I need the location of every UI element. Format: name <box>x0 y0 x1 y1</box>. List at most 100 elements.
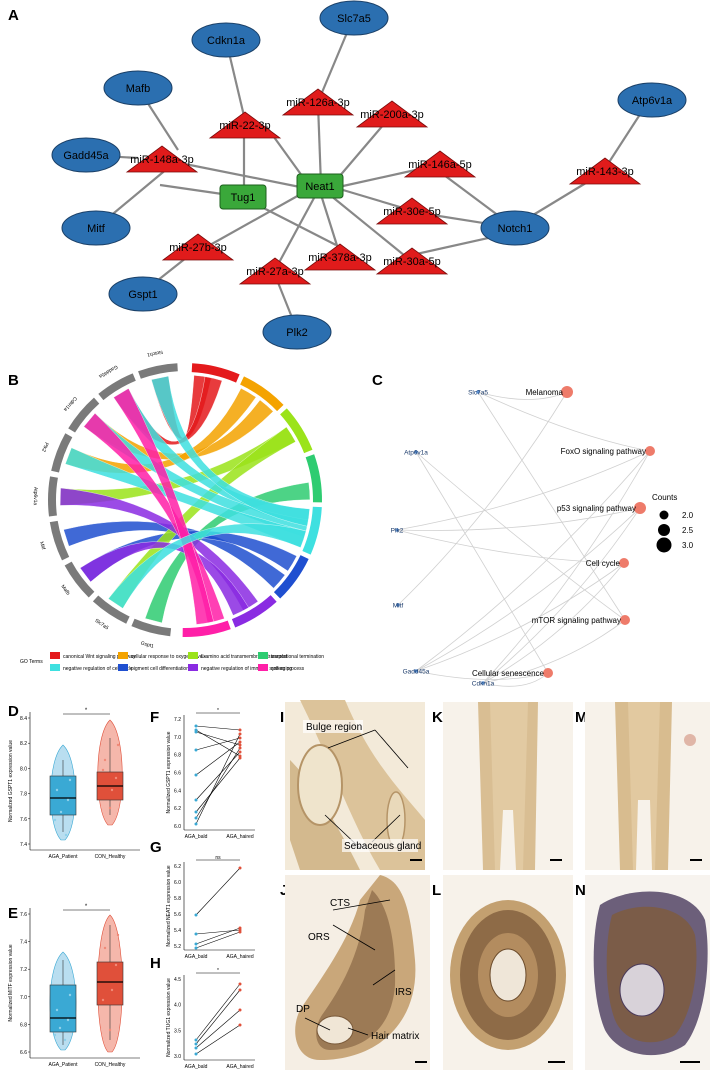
chord-legend-swatch <box>258 652 268 659</box>
chord-gene-arc <box>68 397 100 433</box>
bald-point <box>194 773 198 777</box>
chord-ribbon <box>113 388 214 625</box>
y-tick-label: 3.0 <box>174 1054 181 1060</box>
gene-node-label: Cdkn1a <box>207 35 246 47</box>
significance-label: * <box>85 708 88 714</box>
y-tick-label: 5.4 <box>174 928 181 934</box>
data-point <box>64 833 68 837</box>
mirna-node <box>281 88 355 116</box>
panel-letter-e: E <box>8 905 18 922</box>
chord-ribbon <box>79 541 249 616</box>
x-tick-label: AGA_haired <box>226 954 253 960</box>
chord-legend-swatch <box>118 664 128 671</box>
panel-letter-g: G <box>150 839 162 856</box>
kegg-edge <box>482 507 641 684</box>
gene-node <box>103 70 173 106</box>
mirna-node-label: miR-143-3p <box>576 166 633 178</box>
bald-point <box>194 810 198 814</box>
data-point <box>66 798 70 802</box>
y-tick-label: 7.0 <box>174 735 181 741</box>
gene-node-label: Gspt1 <box>128 289 157 301</box>
panel-letter-i: I <box>280 709 284 726</box>
bald-point <box>194 1038 198 1042</box>
chord-term-arc <box>273 555 309 599</box>
gene-node <box>108 276 178 312</box>
gene-node <box>191 22 261 58</box>
chord-gene-label: Slc7a5 <box>93 618 109 632</box>
kegg-edge <box>415 451 549 674</box>
haired-point <box>238 750 242 754</box>
data-point <box>101 768 105 772</box>
chord-gene-arc <box>48 476 58 517</box>
data-point <box>108 1028 112 1032</box>
chord-legend-label: cellular response to oxygen levels <box>131 654 207 660</box>
chord-term-arc <box>231 595 277 628</box>
data-point <box>59 810 63 814</box>
box <box>49 775 77 816</box>
kegg-edge <box>477 391 651 452</box>
panel-letter-m: M <box>575 709 588 726</box>
pair-line <box>195 1009 241 1049</box>
kegg-pathway-node <box>634 502 646 514</box>
kegg-legend-dot <box>656 537 672 553</box>
chord-legend-swatch <box>50 652 60 659</box>
x-tick-label: CON_Healthy <box>95 1062 126 1068</box>
kegg-legend-label: 2.5 <box>682 526 694 535</box>
kegg-edge <box>415 450 651 672</box>
kegg-pathway-label: Melanoma <box>526 388 564 397</box>
chord-term-arc <box>302 506 322 555</box>
data-point <box>55 788 59 792</box>
mirna-node <box>355 100 429 128</box>
chord-ribbon <box>108 523 307 609</box>
mirna-node-label: miR-22-3p <box>219 120 270 132</box>
kegg-edge <box>397 391 568 606</box>
box <box>96 961 124 1006</box>
data-point <box>53 1033 57 1037</box>
data-point <box>116 743 120 747</box>
y-tick-label: 7.4 <box>20 940 27 946</box>
bald-point <box>194 932 198 936</box>
panel-letter-n: N <box>575 882 586 899</box>
chord-gene-arc <box>51 433 73 473</box>
pair-line <box>195 989 241 1045</box>
haired-point <box>238 728 242 732</box>
chord-legend-label: negative regulation of cell cycle <box>63 666 133 672</box>
chord-legend-label: L-amino acid transmembrane transport <box>201 654 288 660</box>
y-tick-label: 6.0 <box>174 824 181 830</box>
chord-legend-label: translational termination <box>271 654 324 660</box>
pair-line <box>195 931 241 949</box>
panel-letter-a: A <box>8 7 19 24</box>
bald-point <box>194 946 198 950</box>
haired-point <box>238 1008 242 1012</box>
mirna-node-label: miR-30e-5p <box>383 206 440 218</box>
box <box>49 984 77 1033</box>
chord-legend-label: pigment cell differentiation <box>131 666 189 672</box>
histology-n <box>585 875 710 1070</box>
mirna-node-label: miR-148a-3p <box>130 154 194 166</box>
kegg-gene-node <box>414 450 418 454</box>
bald-point <box>194 748 198 752</box>
pair-line <box>195 929 241 935</box>
kegg-edge <box>415 451 626 621</box>
panel-letter-c: C <box>372 372 383 389</box>
kegg-edge <box>396 529 625 564</box>
bald-point <box>194 1046 198 1050</box>
histology-l <box>443 875 573 1070</box>
y-tick-label: 7.6 <box>20 912 27 918</box>
pair-line <box>195 747 241 819</box>
bald-point <box>194 942 198 946</box>
chord-ribbon <box>83 412 225 624</box>
x-tick-label: AGA_bald <box>185 834 208 840</box>
kegg-legend-label: 3.0 <box>682 541 694 550</box>
haired-point <box>238 754 242 758</box>
lncrna-node <box>296 173 344 199</box>
data-point <box>66 1018 70 1022</box>
kegg-edge <box>477 391 568 400</box>
gene-node <box>319 0 389 36</box>
chord-gene-arc <box>98 373 136 401</box>
kegg-pathway-node <box>619 558 629 568</box>
chord-term-arc <box>305 454 322 503</box>
haired-point <box>238 982 242 986</box>
y-tick-label: 7.0 <box>20 995 27 1001</box>
